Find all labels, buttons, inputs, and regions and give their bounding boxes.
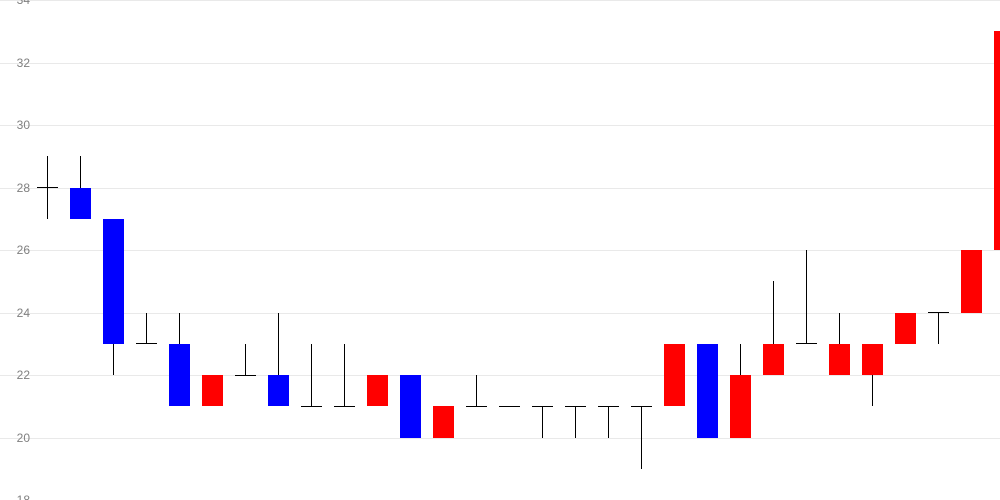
candlestick-chart: 18 20 22 24 26 28 30 32 34: [0, 0, 1000, 500]
grid-line: [0, 250, 1000, 251]
grid-line: [0, 375, 1000, 376]
candle-wick: [146, 313, 147, 344]
candle-wick: [641, 406, 642, 469]
grid-line: [0, 63, 1000, 64]
candle-doji: [631, 406, 651, 407]
candle-doji: [565, 406, 585, 407]
candle-up: [829, 344, 849, 375]
candle-up: [961, 250, 981, 313]
candle-up: [994, 31, 1000, 250]
candle-wick: [542, 406, 543, 437]
candle-wick: [476, 375, 477, 406]
candle-wick: [806, 250, 807, 344]
candle-wick: [938, 313, 939, 344]
candle-doji: [235, 375, 255, 376]
candle-wick: [344, 344, 345, 407]
candle-wick: [608, 406, 609, 437]
candle-up: [433, 406, 453, 437]
grid-line: [0, 125, 1000, 126]
candle-down: [169, 344, 189, 407]
candle-wick: [311, 344, 312, 407]
y-axis-label: 32: [2, 56, 30, 70]
candle-doji: [334, 406, 354, 407]
y-axis-label: 20: [2, 431, 30, 445]
candle-down: [268, 375, 288, 406]
y-axis-label: 22: [2, 368, 30, 382]
candle-doji: [796, 343, 816, 344]
y-axis-label: 30: [2, 118, 30, 132]
candle-doji: [136, 343, 156, 344]
candle-doji: [466, 406, 486, 407]
candle-up: [664, 344, 684, 407]
candle-down: [103, 219, 123, 344]
candle-doji: [499, 406, 519, 407]
y-axis-label: 34: [2, 0, 30, 7]
candle-doji: [37, 187, 57, 188]
candle-down: [697, 344, 717, 438]
candle-up: [730, 375, 750, 438]
candle-up: [862, 344, 882, 375]
candle-up: [367, 375, 387, 406]
candle-up: [895, 313, 915, 344]
y-axis-label: 26: [2, 243, 30, 257]
candle-wick: [575, 406, 576, 437]
candle-doji: [928, 312, 948, 313]
candle-wick: [245, 344, 246, 375]
candle-up: [763, 344, 783, 375]
candle-down: [400, 375, 420, 438]
grid-line: [0, 188, 1000, 189]
y-axis-label: 28: [2, 181, 30, 195]
candle-up: [202, 375, 222, 406]
candle-doji: [532, 406, 552, 407]
grid-line: [0, 313, 1000, 314]
y-axis-label: 24: [2, 306, 30, 320]
candle-doji: [598, 406, 618, 407]
grid-line: [0, 0, 1000, 1]
candle-down: [70, 188, 90, 219]
grid-line: [0, 438, 1000, 439]
candle-doji: [301, 406, 321, 407]
y-axis-label: 18: [2, 493, 30, 500]
